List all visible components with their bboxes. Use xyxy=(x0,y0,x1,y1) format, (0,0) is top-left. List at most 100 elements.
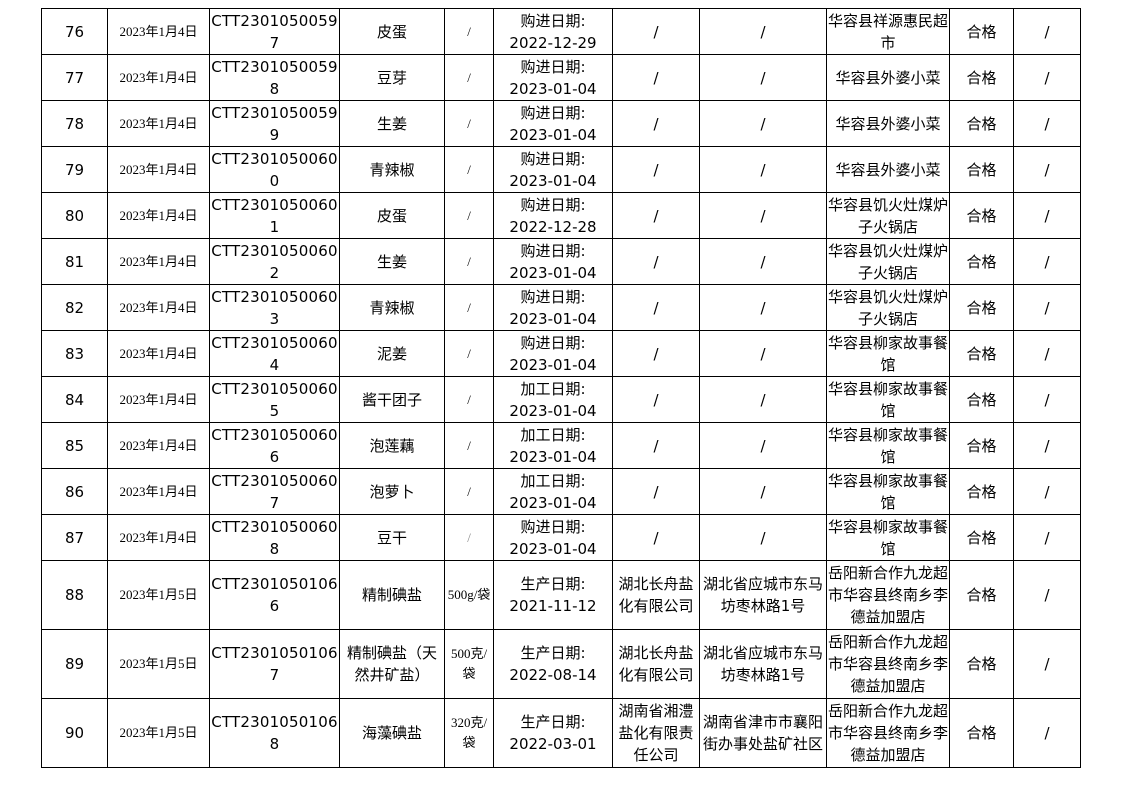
row-number-cell: 85 xyxy=(41,422,108,469)
date-value: 2023-01-04 xyxy=(509,309,597,328)
test-result-cell: 合格 xyxy=(949,330,1014,377)
sample-name-cell: 青辣椒 xyxy=(339,284,445,331)
test-result-cell: 合格 xyxy=(949,376,1014,423)
sample-name-cell: 海藻碘盐 xyxy=(339,698,445,768)
sampling-date-cell: 2023年1月5日 xyxy=(107,698,210,768)
sample-name-cell: 精制碘盐（天然井矿盐） xyxy=(339,629,445,699)
production-date-cell: 购进日期: 2023-01-04 xyxy=(493,146,613,193)
remark-cell: / xyxy=(1013,376,1081,423)
specification-cell: / xyxy=(444,468,494,515)
producer-address-cell: / xyxy=(699,54,827,101)
production-date-cell: 生产日期: 2022-03-01 xyxy=(493,698,613,768)
row-number-cell: 89 xyxy=(41,629,108,699)
date-label: 购进日期: xyxy=(520,149,586,168)
producer-address-cell: 湖南省津市市襄阳街办事处盐矿社区 xyxy=(699,698,827,768)
sample-id-cell: CTT23010500604 xyxy=(209,330,340,377)
producer-address-cell: / xyxy=(699,192,827,239)
specification-cell: / xyxy=(444,54,494,101)
specification-cell: / xyxy=(444,146,494,193)
date-label: 生产日期: xyxy=(520,713,586,731)
row-number-cell: 78 xyxy=(41,100,108,147)
test-result-cell: 合格 xyxy=(949,284,1014,331)
production-date-cell: 购进日期: 2023-01-04 xyxy=(493,514,613,561)
producer-address-cell: / xyxy=(699,284,827,331)
sample-name-cell: 皮蛋 xyxy=(339,8,445,55)
table-row: 78 2023年1月4日 CTT23010500599 生姜 / 购进日期: 2023-01… xyxy=(41,100,1081,147)
date-label: 购进日期: xyxy=(520,57,586,76)
row-number-cell: 81 xyxy=(41,238,108,285)
date-value: 2022-08-14 xyxy=(509,666,597,684)
date-label: 购进日期: xyxy=(520,241,586,260)
sampling-results-table: 76 2023年1月4日 CTT23010500597 皮蛋 / 购进日期: 2022-12… xyxy=(41,8,1081,768)
remark-cell: / xyxy=(1013,629,1081,699)
production-date-cell: 购进日期: 2023-01-04 xyxy=(493,238,613,285)
producer-address-cell: 湖北省应城市东马坊枣林路1号 xyxy=(699,560,827,630)
row-number-cell: 76 xyxy=(41,8,108,55)
producer-address-cell: / xyxy=(699,514,827,561)
sample-id-cell: CTT23010500603 xyxy=(209,284,340,331)
table-row: 82 2023年1月4日 CTT23010500603 青辣椒 / 购进日期: 2023-0… xyxy=(41,284,1081,331)
sampling-date-cell: 2023年1月4日 xyxy=(107,330,210,377)
remark-cell: / xyxy=(1013,422,1081,469)
producer-name-cell: / xyxy=(612,468,700,515)
seller-name-cell: 华容县柳家故事餐馆 xyxy=(826,330,950,377)
producer-address-cell: / xyxy=(699,376,827,423)
date-value: 2023-01-04 xyxy=(509,79,597,98)
producer-address-cell: / xyxy=(699,8,827,55)
production-date-cell: 购进日期: 2023-01-04 xyxy=(493,284,613,331)
production-date-cell: 购进日期: 2022-12-28 xyxy=(493,192,613,239)
row-number-cell: 86 xyxy=(41,468,108,515)
sample-name-cell: 豆干 xyxy=(339,514,445,561)
sampling-date-cell: 2023年1月4日 xyxy=(107,238,210,285)
sample-id-cell: CTT23010500598 xyxy=(209,54,340,101)
date-value: 2022-12-28 xyxy=(509,217,597,236)
remark-cell: / xyxy=(1013,146,1081,193)
producer-name-cell: 湖北长舟盐化有限公司 xyxy=(612,560,700,630)
producer-address-cell: / xyxy=(699,468,827,515)
date-value: 2022-03-01 xyxy=(509,735,597,753)
specification-cell: / xyxy=(444,100,494,147)
remark-cell: / xyxy=(1013,54,1081,101)
row-number-cell: 80 xyxy=(41,192,108,239)
specification-cell: / xyxy=(444,284,494,331)
seller-name-cell: 岳阳新合作九龙超市华容县终南乡李德益加盟店 xyxy=(826,629,950,699)
producer-address-cell: / xyxy=(699,422,827,469)
producer-name-cell: / xyxy=(612,422,700,469)
date-label: 购进日期: xyxy=(520,195,586,214)
sample-name-cell: 青辣椒 xyxy=(339,146,445,193)
producer-name-cell: / xyxy=(612,514,700,561)
seller-name-cell: 岳阳新合作九龙超市华容县终南乡李德益加盟店 xyxy=(826,698,950,768)
sample-id-cell: CTT23010500607 xyxy=(209,468,340,515)
remark-cell: / xyxy=(1013,8,1081,55)
seller-name-cell: 华容县外婆小菜 xyxy=(826,100,950,147)
table-row: 88 2023年1月5日 CTT23010501066 精制碘盐 500g/袋 生产日期:… xyxy=(41,560,1081,630)
remark-cell: / xyxy=(1013,330,1081,377)
sample-name-cell: 生姜 xyxy=(339,238,445,285)
table-row: 81 2023年1月4日 CTT23010500602 生姜 / 购进日期: 2023-01… xyxy=(41,238,1081,285)
date-label: 加工日期: xyxy=(520,379,586,398)
test-result-cell: 合格 xyxy=(949,698,1014,768)
production-date-cell: 购进日期: 2022-12-29 xyxy=(493,8,613,55)
date-value: 2023-01-04 xyxy=(509,125,597,144)
test-result-cell: 合格 xyxy=(949,100,1014,147)
date-value: 2023-01-04 xyxy=(509,171,597,190)
producer-name-cell: / xyxy=(612,146,700,193)
test-result-cell: 合格 xyxy=(949,514,1014,561)
producer-name-cell: / xyxy=(612,8,700,55)
sampling-date-cell: 2023年1月4日 xyxy=(107,54,210,101)
table-row: 87 2023年1月4日 CTT23010500608 豆干 / 购进日期: 2023-01… xyxy=(41,514,1081,561)
sample-name-cell: 酱干团子 xyxy=(339,376,445,423)
sample-id-cell: CTT23010501068 xyxy=(209,698,340,768)
remark-cell: / xyxy=(1013,284,1081,331)
sample-id-cell: CTT23010500606 xyxy=(209,422,340,469)
date-label: 购进日期: xyxy=(520,11,586,30)
seller-name-cell: 华容县柳家故事餐馆 xyxy=(826,376,950,423)
row-number-cell: 79 xyxy=(41,146,108,193)
sample-id-cell: CTT23010500597 xyxy=(209,8,340,55)
sample-id-cell: CTT23010500600 xyxy=(209,146,340,193)
date-value: 2023-01-04 xyxy=(509,447,597,466)
specification-cell: 500g/袋 xyxy=(444,560,494,630)
table-row: 89 2023年1月5日 CTT23010501067 精制碘盐（天然井矿盐） 500克… xyxy=(41,629,1081,699)
date-label: 购进日期: xyxy=(520,333,586,352)
date-label: 生产日期: xyxy=(520,575,586,593)
